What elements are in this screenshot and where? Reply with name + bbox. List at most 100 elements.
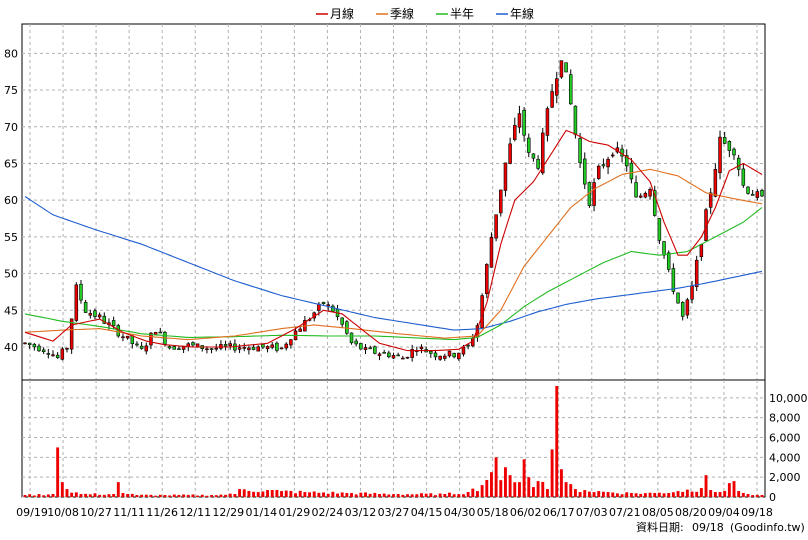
- candle: [93, 308, 97, 320]
- candle-body-up: [685, 299, 690, 316]
- candle: [377, 352, 382, 361]
- candle: [88, 309, 93, 319]
- candle: [209, 348, 214, 354]
- volume-bar: [233, 494, 237, 497]
- candle: [345, 320, 349, 335]
- volume-bar: [657, 492, 661, 497]
- candle: [121, 333, 125, 342]
- volume-bar: [452, 494, 456, 497]
- candle: [429, 349, 433, 358]
- candle-body-down: [634, 182, 638, 198]
- candle: [708, 188, 713, 215]
- volume-bar: [93, 493, 97, 497]
- volume-bar: [261, 491, 265, 497]
- volume-bar: [550, 449, 554, 497]
- x-tick-label: 01/14: [245, 506, 277, 519]
- volume-bar: [522, 459, 526, 497]
- volume-bar: [564, 482, 568, 497]
- volume-bar: [74, 492, 78, 497]
- candle: [545, 106, 550, 142]
- candle-body-up: [51, 354, 55, 357]
- candle-body-up: [23, 342, 27, 345]
- volume-bar: [191, 494, 195, 497]
- volume-bar: [699, 488, 703, 497]
- volume-bar: [760, 495, 764, 497]
- candle-body-down: [130, 335, 135, 345]
- candle-body-down: [41, 349, 46, 352]
- candle-body-up: [755, 191, 760, 198]
- candle: [662, 241, 666, 259]
- volume-grid: [21, 379, 766, 498]
- candle-body-up: [74, 284, 79, 321]
- candle-body-down: [354, 340, 358, 345]
- candle-body-down: [652, 190, 657, 216]
- candle: [382, 349, 386, 354]
- candle-body-down: [102, 315, 107, 324]
- candle: [746, 186, 750, 195]
- candle-body-up: [499, 189, 503, 214]
- volume-bar: [625, 492, 629, 497]
- volume-bar: [135, 495, 139, 497]
- candle: [755, 188, 760, 201]
- candle-body-up: [638, 195, 643, 198]
- volume-bar: [587, 491, 591, 497]
- candle-body-up: [228, 343, 232, 347]
- volume-bar: [504, 467, 507, 497]
- candle: [46, 348, 51, 359]
- candle: [578, 133, 582, 169]
- volume-bar: [70, 492, 74, 497]
- candle-body-up: [410, 349, 414, 358]
- volume-bar: [457, 494, 461, 497]
- candle: [23, 342, 27, 345]
- legend: 月線 季線 半年 年線: [316, 6, 534, 21]
- candle-body-up: [485, 264, 489, 295]
- candle-body-down: [732, 148, 736, 156]
- candle: [452, 352, 456, 359]
- candle: [177, 346, 181, 350]
- candle-body-up: [648, 188, 652, 197]
- candle-body-down: [750, 193, 755, 196]
- volume-bar: [653, 493, 657, 497]
- x-tick-label: 11/11: [113, 506, 145, 519]
- candle-body-up: [708, 192, 713, 208]
- volume-bar: [583, 490, 587, 497]
- candle-body-up: [690, 285, 694, 300]
- candle-body-down: [722, 137, 727, 144]
- volume-bar: [102, 494, 106, 497]
- volume-bar: [242, 489, 246, 497]
- candle-body-down: [624, 155, 629, 167]
- candle-body-up: [270, 344, 274, 348]
- volume-bar: [406, 494, 409, 497]
- candle: [275, 341, 279, 353]
- candle: [298, 326, 302, 332]
- candle-body-down: [527, 137, 531, 153]
- volume-bar: [154, 495, 158, 497]
- candle-body-down: [387, 352, 391, 358]
- volume-bar: [490, 472, 493, 497]
- volume-bar: [494, 457, 498, 497]
- candle-body-down: [601, 164, 606, 167]
- volume-bar: [420, 493, 423, 497]
- volume-bar: [368, 493, 372, 497]
- candle-body-up: [606, 158, 610, 168]
- candle: [74, 282, 79, 322]
- candle-body-down: [79, 283, 83, 301]
- volume-bar: [573, 489, 577, 497]
- candle: [415, 346, 419, 356]
- candle-body-down: [671, 268, 676, 292]
- candle: [340, 317, 344, 328]
- candle-body-down: [349, 332, 354, 344]
- candle: [349, 332, 354, 345]
- candle-body-down: [340, 317, 344, 325]
- candle: [527, 133, 531, 158]
- footer-date-value: 09/18: [692, 521, 724, 534]
- volume-bar: [434, 495, 437, 497]
- candle-body-up: [419, 346, 424, 350]
- candle: [550, 83, 554, 109]
- candle-body-up: [559, 60, 564, 78]
- volume-bar: [294, 493, 297, 497]
- volume-bar: [569, 484, 573, 497]
- candle: [41, 347, 46, 354]
- candle-body-up: [401, 357, 405, 360]
- candle-body-up: [494, 214, 498, 239]
